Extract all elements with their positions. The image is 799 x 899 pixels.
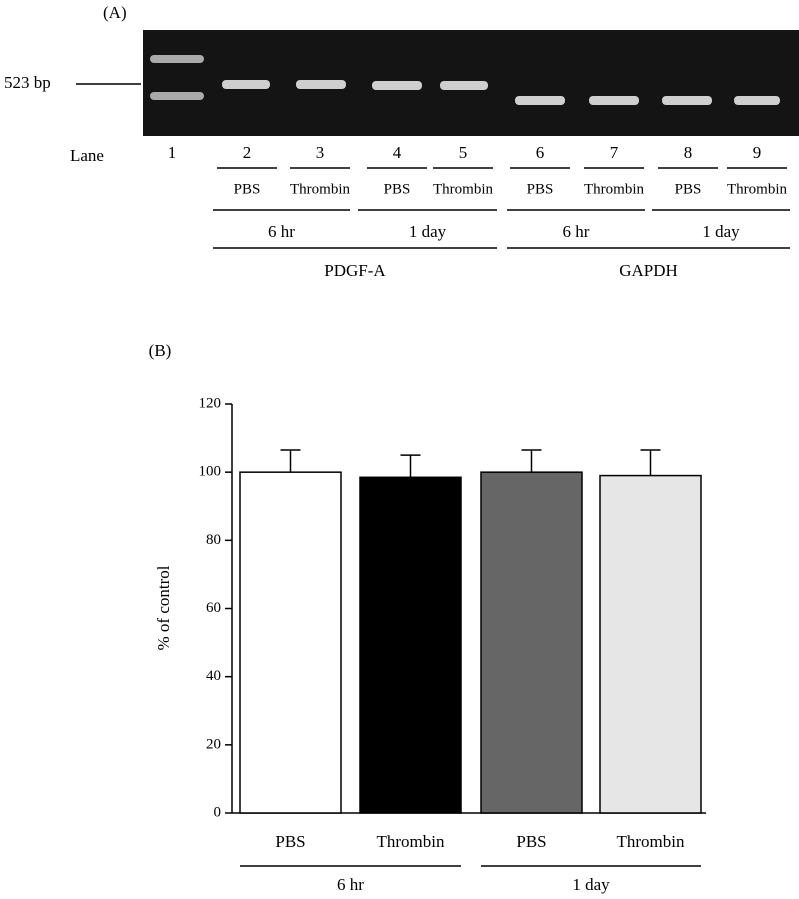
y-tick-label: 40 xyxy=(206,668,221,684)
treatment-label: Thrombin xyxy=(433,181,493,197)
treatment-label: PBS xyxy=(675,181,702,197)
treatment-label: PBS xyxy=(527,181,554,197)
group-label: 6 hr xyxy=(337,875,364,894)
time-label: 1 day xyxy=(409,222,447,241)
y-tick-label: 20 xyxy=(206,736,221,752)
treatment-label: PBS xyxy=(234,181,261,197)
bar xyxy=(480,471,583,814)
x-tick-label: PBS xyxy=(275,832,305,851)
time-label: 6 hr xyxy=(563,222,590,241)
bar xyxy=(599,474,702,814)
y-tick-label: 100 xyxy=(199,464,222,480)
y-tick-label: 0 xyxy=(214,804,222,820)
lane-number: 9 xyxy=(753,143,762,162)
y-tick-label: 80 xyxy=(206,532,221,548)
gene-label: GAPDH xyxy=(619,261,678,280)
x-tick-label: Thrombin xyxy=(377,832,445,851)
treatment-label: Thrombin xyxy=(290,181,350,197)
y-tick-label: 60 xyxy=(206,600,221,616)
lane-number: 7 xyxy=(610,143,619,162)
marker-label: 523 bp xyxy=(4,73,51,92)
gel-bands xyxy=(150,55,780,105)
lane-number: 1 xyxy=(168,143,177,162)
bar xyxy=(359,476,462,814)
bar xyxy=(239,471,342,814)
treatment-label: Thrombin xyxy=(584,181,644,197)
gene-label: PDGF-A xyxy=(324,261,386,280)
lane-title: Lane xyxy=(70,146,104,165)
time-label: 1 day xyxy=(702,222,740,241)
lane-number: 4 xyxy=(393,143,402,162)
treatment-label: PBS xyxy=(384,181,411,197)
x-tick-label: PBS xyxy=(516,832,546,851)
x-tick-label: Thrombin xyxy=(617,832,685,851)
lane-number: 3 xyxy=(316,143,325,162)
lane-number: 2 xyxy=(243,143,252,162)
panel-label: (B) xyxy=(149,341,172,360)
y-axis-title: % of control xyxy=(154,565,173,650)
treatment-label: Thrombin xyxy=(727,181,787,197)
panel-label: (A) xyxy=(103,3,127,22)
lane-number: 5 xyxy=(459,143,468,162)
group-label: 1 day xyxy=(572,875,610,894)
lane-number: 8 xyxy=(684,143,693,162)
time-label: 6 hr xyxy=(268,222,295,241)
y-tick-label: 120 xyxy=(199,395,222,411)
lane-number: 6 xyxy=(536,143,545,162)
